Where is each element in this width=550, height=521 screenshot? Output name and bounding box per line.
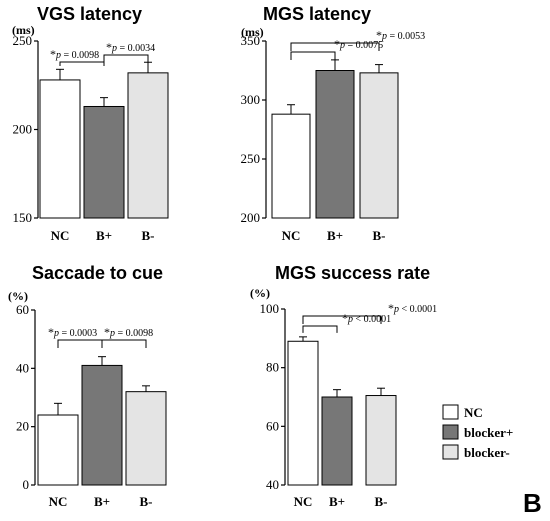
chart-panel-2: MGS latency(ms) 200 250 300 350 NC B+ B- *p = 0.… — [241, 4, 426, 243]
category-label: B+ — [329, 494, 345, 509]
significance-bracket — [103, 54, 149, 63]
y-tick-label: 80 — [266, 360, 279, 375]
y-tick-label: 250 — [13, 33, 33, 48]
y-tick-label: 40 — [266, 477, 279, 492]
significance-label: *p = 0.0098 — [50, 47, 99, 61]
bar-bplus — [321, 396, 353, 486]
bar-nc — [37, 414, 79, 486]
legend-swatch-nc — [442, 404, 459, 420]
y-tick-label: 150 — [13, 210, 33, 225]
legend-swatch-blocker-minus — [442, 444, 459, 460]
bar-bplus — [315, 70, 355, 219]
legend-label-blocker-plus: blocker+ — [464, 425, 513, 440]
legend-swatch-blocker-plus — [442, 424, 459, 440]
bar-bplus — [83, 105, 125, 219]
category-label: NC — [282, 228, 301, 243]
y-tick-label: 350 — [241, 33, 261, 48]
category-label: B- — [140, 494, 153, 509]
bar-bminus — [359, 72, 399, 219]
legend-label-nc: NC — [464, 405, 483, 420]
panel-letter: B — [523, 488, 542, 518]
significance-bracket — [101, 339, 147, 348]
y-tick-label: 20 — [16, 419, 29, 434]
legend: NC blocker+ blocker- — [442, 404, 513, 460]
chart-title: Saccade to cue — [32, 263, 163, 283]
chart-title: MGS success rate — [275, 263, 430, 283]
y-axis-unit: (ms) — [241, 25, 264, 39]
category-label: B- — [373, 228, 386, 243]
significance-bracket — [59, 61, 105, 66]
significance-label: *p = 0.0075 — [334, 37, 383, 51]
significance-bracket — [290, 51, 336, 60]
category-label: NC — [294, 494, 313, 509]
significance-label: *p = 0.0003 — [48, 325, 97, 339]
y-tick-label: 200 — [241, 210, 261, 225]
bar-bminus — [125, 391, 167, 486]
chart-panel-3: Saccade to cue (%) 0 20 40 60 NC B+ B- *p = 0.000… — [8, 263, 167, 509]
significance-label: *p = 0.0053 — [376, 28, 425, 42]
significance-label: *p < 0.0001 — [388, 301, 437, 315]
chart-panel-4: MGS success rate (%) 40 60 80 100 NC B+ B- *p < 0… — [250, 263, 437, 509]
significance-bracket — [57, 339, 103, 348]
y-axis-unit: (%) — [8, 289, 28, 303]
y-tick-label: 60 — [16, 302, 29, 317]
y-tick-label: 300 — [241, 92, 261, 107]
category-label: NC — [51, 228, 70, 243]
bar-bminus — [365, 395, 397, 486]
bar-nc — [39, 79, 81, 219]
y-tick-label: 40 — [16, 360, 29, 375]
y-tick-label: 0 — [23, 477, 30, 492]
y-tick-label: 250 — [241, 151, 261, 166]
y-axis-unit: (ms) — [12, 23, 35, 37]
legend-label-blocker-minus: blocker- — [464, 445, 510, 460]
y-tick-label: 200 — [13, 122, 33, 137]
y-axis-unit: (%) — [250, 286, 270, 300]
significance-label: *p = 0.0098 — [104, 325, 153, 339]
chart-title: MGS latency — [263, 4, 371, 24]
chart-panel-1: VGS latency(ms) 150 200 250 NC B+ B- *p = 0.009… — [12, 4, 169, 243]
chart-title: VGS latency — [37, 4, 142, 24]
category-label: B- — [142, 228, 155, 243]
bar-bplus — [81, 364, 123, 486]
bar-bminus — [127, 72, 169, 219]
significance-bracket — [290, 42, 380, 51]
significance-bracket — [302, 315, 382, 324]
bar-nc — [271, 113, 311, 219]
y-tick-label: 60 — [266, 418, 279, 433]
significance-label: *p < 0.0001 — [342, 311, 391, 325]
category-label: B+ — [327, 228, 343, 243]
significance-bracket — [302, 325, 338, 333]
category-label: B+ — [96, 228, 112, 243]
category-label: B+ — [94, 494, 110, 509]
significance-label: *p = 0.0034 — [106, 40, 155, 54]
category-label: B- — [375, 494, 388, 509]
category-label: NC — [49, 494, 68, 509]
y-tick-label: 100 — [260, 301, 280, 316]
bar-nc — [287, 340, 319, 486]
